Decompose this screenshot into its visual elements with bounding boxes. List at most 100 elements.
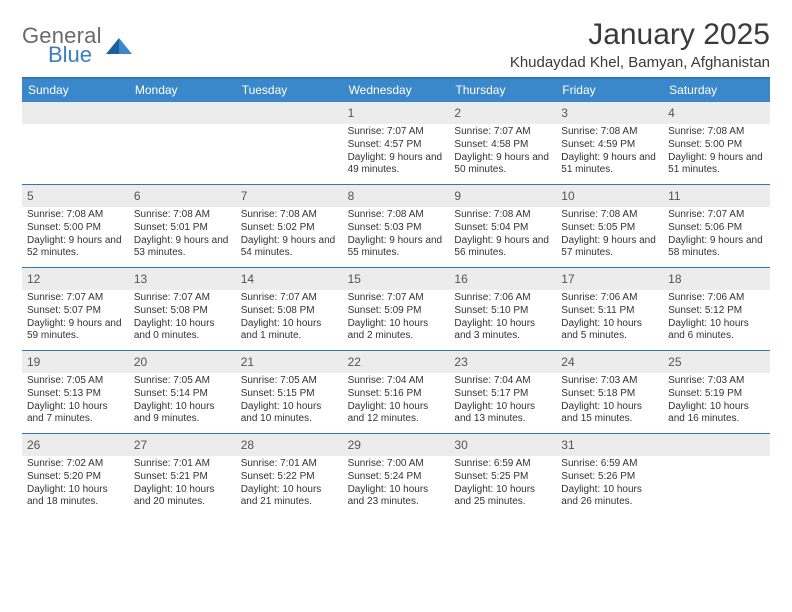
calendar-cell: 7 Sunrise: 7:08 AMSunset: 5:02 PMDaylight… [236,185,343,267]
day-number-row: 11 [663,185,770,207]
day-detail: Sunrise: 7:08 AMSunset: 5:05 PMDaylight:… [561,209,658,260]
day-number: 4 [668,106,675,120]
day-number [241,106,244,120]
calendar-cell: 3Sunrise: 7:08 AMSunset: 4:59 PMDaylight… [556,102,663,184]
day-detail: Sunrise: 7:07 AMSunset: 5:08 PMDaylight:… [241,292,338,343]
day-detail: Sunrise: 7:08 AMSunset: 5:02 PMDaylight:… [241,209,338,260]
day-number: 29 [348,438,361,452]
day-number-row: 23 [449,351,556,373]
day-of-week-label: Thursday [449,79,556,102]
day-of-week-label: Sunday [22,79,129,102]
day-detail: Sunrise: 7:03 AMSunset: 5:19 PMDaylight:… [668,375,765,426]
day-number-row: 10 [556,185,663,207]
day-number-row: 31 [556,434,663,456]
calendar-cell-empty [129,102,236,184]
day-number-row: 16 [449,268,556,290]
day-detail: Sunrise: 6:59 AMSunset: 5:25 PMDaylight:… [454,458,551,509]
calendar-cell: 31Sunrise: 6:59 AMSunset: 5:26 PMDayligh… [556,434,663,516]
day-number: 28 [241,438,254,452]
page-title: January 2025 [510,18,770,52]
day-number: 26 [27,438,40,452]
day-number: 22 [348,355,361,369]
day-detail: Sunrise: 7:05 AMSunset: 5:14 PMDaylight:… [134,375,231,426]
calendar-weeks: 1Sunrise: 7:07 AMSunset: 4:57 PMDaylight… [22,102,770,516]
day-of-week-label: Wednesday [343,79,450,102]
day-number: 15 [348,272,361,286]
day-of-week-label: Tuesday [236,79,343,102]
calendar-cell: 17 Sunrise: 7:06 AMSunset: 5:11 PMDayligh… [556,268,663,350]
brand-blue: Blue [48,43,102,66]
calendar-cell: 21 Sunrise: 7:05 AMSunset: 5:15 PMDayligh… [236,351,343,433]
day-detail: Sunrise: 7:05 AMSunset: 5:15 PMDaylight:… [241,375,338,426]
day-detail: Sunrise: 7:08 AMSunset: 5:04 PMDaylight:… [454,209,551,260]
day-number-row: 27 [129,434,236,456]
calendar-cell: 2 Sunrise: 7:07 AMSunset: 4:58 PMDaylight… [449,102,556,184]
calendar-week-row: 19Sunrise: 7:05 AMSunset: 5:13 PMDayligh… [22,350,770,433]
day-detail: Sunrise: 7:01 AMSunset: 5:22 PMDaylight:… [241,458,338,509]
day-number-row: 28 [236,434,343,456]
day-number-row: 19 [22,351,129,373]
day-number: 8 [348,189,355,203]
day-number-row [22,102,129,124]
day-number-row: 24 [556,351,663,373]
day-detail: Sunrise: 7:07 AMSunset: 5:07 PMDaylight:… [27,292,124,343]
day-number: 12 [27,272,40,286]
calendar-week-row: 5Sunrise: 7:08 AMSunset: 5:00 PMDaylight… [22,184,770,267]
calendar-cell: 6Sunrise: 7:08 AMSunset: 5:01 PMDaylight… [129,185,236,267]
day-detail: Sunrise: 7:08 AMSunset: 4:59 PMDaylight:… [561,126,658,177]
day-detail: Sunrise: 7:08 AMSunset: 5:00 PMDaylight:… [668,126,765,177]
day-number: 19 [27,355,40,369]
day-number: 14 [241,272,254,286]
calendar-cell: 9 Sunrise: 7:08 AMSunset: 5:04 PMDaylight… [449,185,556,267]
day-number-row: 21 [236,351,343,373]
day-number-row: 1 [343,102,450,124]
day-number-row: 3 [556,102,663,124]
page-subtitle: Khudaydad Khel, Bamyan, Afghanistan [510,54,770,71]
day-detail: Sunrise: 7:08 AMSunset: 5:01 PMDaylight:… [134,209,231,260]
day-number-row: 2 [449,102,556,124]
day-number-row [236,102,343,124]
day-number: 25 [668,355,681,369]
day-number: 24 [561,355,574,369]
day-detail: Sunrise: 7:08 AMSunset: 5:03 PMDaylight:… [348,209,445,260]
day-of-week-label: Friday [556,79,663,102]
calendar-cell: 22 Sunrise: 7:04 AMSunset: 5:16 PMDayligh… [343,351,450,433]
calendar-cell-empty [663,434,770,516]
day-of-week-label: Monday [129,79,236,102]
day-number: 2 [454,106,461,120]
calendar-cell: 19Sunrise: 7:05 AMSunset: 5:13 PMDayligh… [22,351,129,433]
day-number-row [663,434,770,456]
calendar-cell: 8 Sunrise: 7:08 AMSunset: 5:03 PMDaylight… [343,185,450,267]
day-number: 17 [561,272,574,286]
day-detail: Sunrise: 7:07 AMSunset: 5:08 PMDaylight:… [134,292,231,343]
day-detail: Sunrise: 7:07 AMSunset: 4:58 PMDaylight:… [454,126,551,177]
day-number-row: 25 [663,351,770,373]
calendar-cell: 30Sunrise: 6:59 AMSunset: 5:25 PMDayligh… [449,434,556,516]
day-number-row: 12 [22,268,129,290]
calendar: SundayMondayTuesdayWednesdayThursdayFrid… [22,77,770,516]
day-detail: Sunrise: 7:07 AMSunset: 5:06 PMDaylight:… [668,209,765,260]
brand-logo-text: General Blue [22,24,102,66]
day-number-row: 5 [22,185,129,207]
day-number: 9 [454,189,461,203]
day-number: 21 [241,355,254,369]
calendar-cell: 16Sunrise: 7:06 AMSunset: 5:10 PMDayligh… [449,268,556,350]
day-number-row: 22 [343,351,450,373]
day-number-row: 7 [236,185,343,207]
day-of-week-label: Saturday [663,79,770,102]
day-number-row: 8 [343,185,450,207]
day-number [134,106,137,120]
calendar-cell: 24Sunrise: 7:03 AMSunset: 5:18 PMDayligh… [556,351,663,433]
calendar-cell: 1Sunrise: 7:07 AMSunset: 4:57 PMDaylight… [343,102,450,184]
calendar-cell: 25 Sunrise: 7:03 AMSunset: 5:19 PMDayligh… [663,351,770,433]
day-number: 5 [27,189,34,203]
calendar-page: General Blue January 2025 Khudaydad Khel… [0,0,792,516]
day-detail: Sunrise: 7:04 AMSunset: 5:16 PMDaylight:… [348,375,445,426]
day-number-row: 9 [449,185,556,207]
day-detail: Sunrise: 7:06 AMSunset: 5:11 PMDaylight:… [561,292,658,343]
calendar-cell: 15Sunrise: 7:07 AMSunset: 5:09 PMDayligh… [343,268,450,350]
calendar-cell: 12 Sunrise: 7:07 AMSunset: 5:07 PMDayligh… [22,268,129,350]
calendar-cell: 26Sunrise: 7:02 AMSunset: 5:20 PMDayligh… [22,434,129,516]
day-number: 7 [241,189,248,203]
day-number-row: 29 [343,434,450,456]
